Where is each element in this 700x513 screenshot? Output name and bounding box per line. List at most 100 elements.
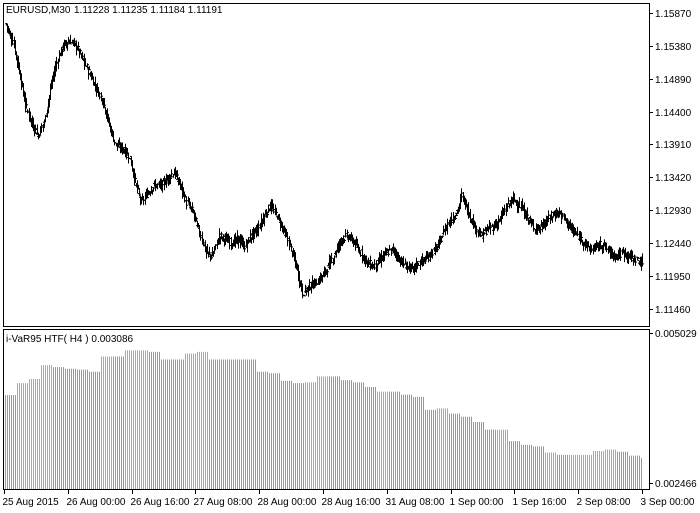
price-bar: [60, 46, 63, 56]
price-bar: [156, 183, 159, 190]
indicator-bar-segment: [533, 446, 544, 489]
price-bar: [222, 234, 225, 242]
price-bar: [641, 253, 644, 266]
indicator-bar-segment: [377, 391, 388, 489]
price-bar: [340, 237, 343, 246]
indicator-bar-segment: [569, 454, 580, 489]
indicator-bar-segment: [509, 441, 520, 489]
price-bar: [482, 228, 485, 243]
price-bar: [220, 231, 223, 240]
price-tick-label: 1.11460: [655, 305, 691, 316]
indicator-bar-segment: [5, 395, 16, 489]
price-bar: [191, 202, 194, 213]
indicator-bar-segment: [65, 368, 76, 489]
price-bar: [228, 235, 231, 250]
price-bar: [65, 40, 68, 49]
price-bar: [424, 256, 427, 265]
indicator-axis[interactable]: 0.005029 0.002466: [649, 329, 697, 490]
indicator-bar-segment: [617, 451, 628, 489]
indicator-bar-segment: [101, 356, 112, 489]
indicator-bar-segment: [593, 451, 604, 489]
price-bar: [11, 32, 14, 46]
indicator-bar-segment: [413, 396, 424, 489]
price-bar: [134, 173, 137, 184]
price-bar: [475, 225, 478, 238]
price-bar: [226, 233, 229, 244]
indicator-bar-segment: [353, 382, 364, 489]
indicator-bar-segment: [293, 383, 304, 489]
indicator-bar-segment: [581, 454, 592, 489]
price-bar: [590, 244, 593, 253]
price-bar: [561, 212, 564, 218]
indicator-bar-segment: [125, 350, 136, 489]
price-bar: [532, 219, 535, 232]
price-bar: [373, 259, 376, 271]
time-tick-label: 28 Aug 00:00: [258, 497, 317, 508]
price-bar: [243, 241, 246, 253]
price-bar: [55, 56, 58, 72]
price-bar: [631, 250, 634, 259]
price-bar: [465, 199, 468, 208]
indicator-bars[interactable]: [5, 350, 642, 489]
price-axis[interactable]: 1.15870 1.15380 1.14890 1.14400 1.13910 1.134…: [649, 9, 692, 316]
price-bar: [146, 187, 149, 199]
price-bar: [165, 173, 168, 188]
time-tick-label: 28 Aug 16:00: [322, 497, 381, 508]
price-bar: [100, 92, 103, 102]
price-bar: [257, 220, 260, 237]
indicator-bar-segment: [629, 455, 640, 489]
price-bars[interactable]: [5, 23, 644, 299]
price-bar: [580, 232, 583, 242]
time-tick-label: 25 Aug 2015: [3, 497, 60, 508]
symbol-label: EURUSD,M30: [6, 5, 71, 16]
price-bar: [36, 124, 39, 134]
price-bar: [462, 191, 465, 202]
price-bar: [619, 247, 622, 262]
indicator-bar-segment: [53, 367, 64, 489]
price-bar: [86, 63, 89, 69]
price-bar: [234, 232, 237, 248]
indicator-bar-segment: [137, 350, 148, 489]
price-bar: [369, 255, 372, 271]
indicator-bar-segment: [461, 416, 472, 489]
price-bar: [199, 230, 202, 241]
price-bar: [385, 248, 388, 256]
indicator-bar-segment: [365, 386, 376, 489]
indicator-bar-segment: [149, 351, 160, 489]
price-bar: [527, 217, 530, 225]
price-panel-frame: [3, 3, 650, 327]
price-bar: [326, 269, 329, 278]
indicator-bar-segment: [173, 359, 184, 489]
price-bar: [176, 169, 179, 180]
price-bar: [560, 210, 563, 224]
price-bar: [185, 196, 188, 210]
price-bar: [637, 256, 640, 259]
price-bar: [210, 254, 213, 260]
time-axis[interactable]: 25 Aug 2015 26 Aug 00:00 26 Aug 16:00 27 Au…: [3, 490, 695, 508]
price-bar: [320, 273, 323, 282]
price-bar: [330, 252, 333, 264]
indicator-bar-segment: [449, 413, 460, 489]
price-bar: [489, 222, 492, 235]
price-bar: [455, 212, 458, 217]
price-bar: [290, 243, 293, 251]
indicator-bar-segment: [329, 376, 340, 489]
indicator-bar-segment: [425, 409, 436, 489]
price-bar: [266, 212, 269, 218]
price-bar: [236, 230, 239, 245]
price-bar: [174, 166, 177, 179]
price-bar: [107, 113, 110, 123]
price-bar: [103, 97, 106, 108]
time-tick-label: 27 Aug 08:00: [194, 497, 253, 508]
price-bar: [480, 231, 483, 234]
price-bar: [15, 51, 18, 61]
price-bar: [404, 258, 407, 265]
price-bar: [84, 58, 87, 67]
indicator-bar-segment: [41, 365, 52, 489]
price-bar: [539, 226, 542, 235]
indicator-bar-segment: [605, 449, 616, 489]
price-bar: [388, 244, 391, 251]
price-bar: [402, 256, 405, 269]
time-tick-label: 26 Aug 16:00: [131, 497, 190, 508]
